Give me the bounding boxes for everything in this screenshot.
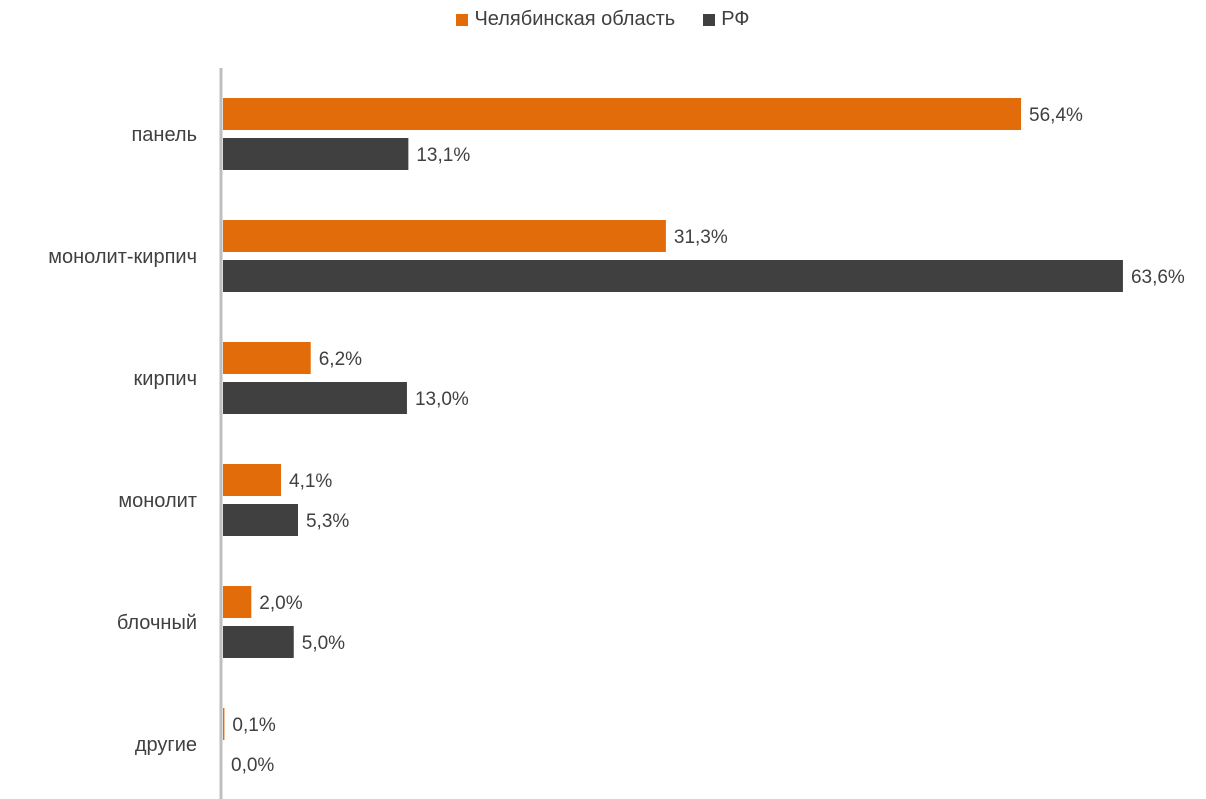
data-label: 0,1% <box>232 715 275 736</box>
bar-rf <box>223 260 1123 292</box>
category-label: монолит-кирпич <box>48 246 197 268</box>
bar-chelyabinsk <box>223 708 225 740</box>
data-label: 56,4% <box>1029 105 1083 126</box>
legend-item-rf: РФ <box>703 8 750 31</box>
bar-chelyabinsk <box>223 98 1022 130</box>
data-label: 31,3% <box>674 227 728 248</box>
category-label: монолит <box>118 490 197 512</box>
legend-label-rf: РФ <box>721 8 750 30</box>
category-label: другие <box>135 734 197 756</box>
bar-rf <box>223 626 294 658</box>
category-label: панель <box>131 124 197 146</box>
legend-swatch-chelyabinsk <box>456 13 469 26</box>
bar-rf <box>223 138 409 170</box>
category-label: кирпич <box>134 368 197 390</box>
bar-chelyabinsk <box>223 586 252 618</box>
bar-chelyabinsk <box>223 464 282 496</box>
data-label: 4,1% <box>289 471 332 492</box>
data-label: 5,3% <box>306 511 349 532</box>
data-label: 5,0% <box>302 633 345 654</box>
legend-item-chelyabinsk: Челябинская область <box>456 8 675 31</box>
bar-rf <box>223 382 407 414</box>
data-label: 0,0% <box>231 755 274 776</box>
data-label: 6,2% <box>319 349 362 370</box>
legend-label-chelyabinsk: Челябинская область <box>474 8 676 30</box>
legend-swatch-rf <box>703 13 716 26</box>
legend: Челябинская область РФ <box>0 8 1206 31</box>
bar-chelyabinsk <box>223 342 311 374</box>
data-label: 13,0% <box>415 389 469 410</box>
data-label: 13,1% <box>416 145 470 166</box>
bar-rf <box>223 504 298 536</box>
category-label: блочный <box>117 612 197 634</box>
data-label: 2,0% <box>259 593 302 614</box>
bar-chelyabinsk <box>223 220 666 252</box>
data-label: 63,6% <box>1131 267 1185 288</box>
